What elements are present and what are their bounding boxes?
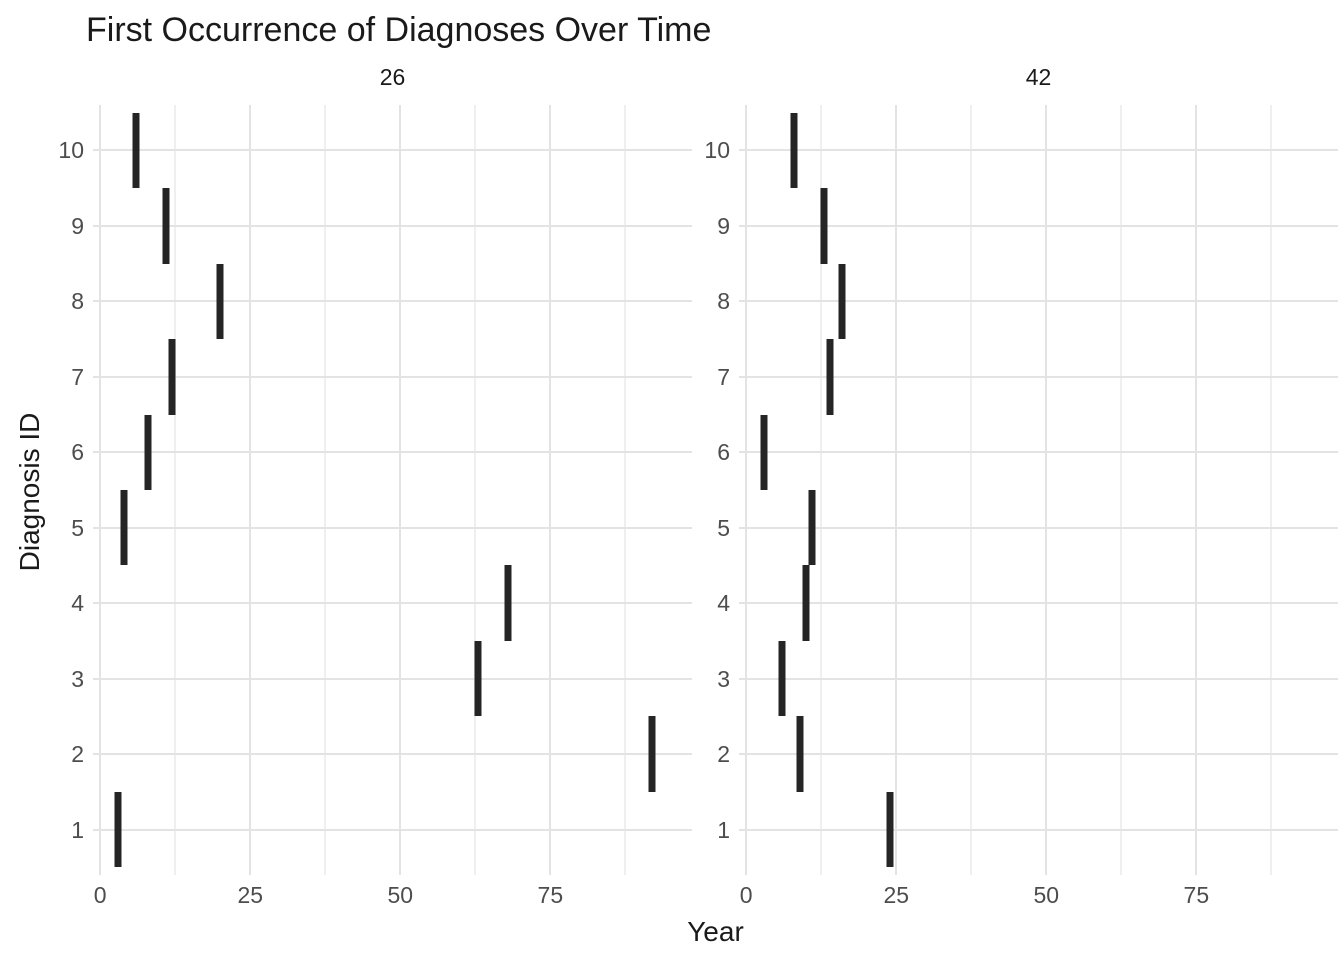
facet-panel bbox=[93, 105, 692, 875]
minor-gridline bbox=[174, 105, 177, 875]
minor-gridline bbox=[474, 105, 477, 875]
y-tick-label: 6 bbox=[71, 439, 84, 466]
x-tick-label: 0 bbox=[93, 882, 107, 908]
row-gridline bbox=[739, 149, 1338, 152]
row-gridline bbox=[739, 526, 1338, 529]
row-gridline bbox=[93, 753, 692, 756]
row-gridline bbox=[93, 602, 692, 605]
diagnosis-mark bbox=[504, 565, 512, 641]
facet-strip-label: 26 bbox=[379, 64, 406, 90]
diagnosis-mark bbox=[808, 490, 816, 566]
diagnosis-mark bbox=[168, 339, 176, 415]
facet-strip-label: 42 bbox=[1025, 64, 1052, 90]
row-gridline bbox=[93, 224, 692, 227]
diagnosis-mark bbox=[162, 188, 170, 264]
x-tick-label: 75 bbox=[537, 882, 564, 908]
y-tick-label: 2 bbox=[71, 741, 84, 768]
row-gridline bbox=[739, 375, 1338, 378]
diagnosis-mark bbox=[838, 263, 846, 339]
row-gridline bbox=[93, 149, 692, 152]
row-gridline bbox=[93, 375, 692, 378]
major-gridline bbox=[895, 105, 898, 875]
x-tick-label: 50 bbox=[1033, 882, 1060, 908]
diagnosis-mark bbox=[144, 414, 152, 490]
major-gridline bbox=[1195, 105, 1198, 875]
minor-gridline bbox=[624, 105, 627, 875]
diagnosis-mark bbox=[802, 565, 810, 641]
major-gridline bbox=[549, 105, 552, 875]
diagnosis-mark bbox=[132, 112, 140, 189]
x-tick-label: 0 bbox=[739, 882, 753, 908]
major-gridline bbox=[1045, 105, 1048, 875]
y-tick-label: 8 bbox=[71, 288, 84, 315]
minor-gridline bbox=[970, 105, 973, 875]
minor-gridline bbox=[1270, 105, 1273, 875]
y-tick-label: 10 bbox=[704, 137, 730, 164]
minor-gridline bbox=[1120, 105, 1123, 875]
diagnosis-mark bbox=[114, 791, 122, 868]
major-gridline bbox=[399, 105, 402, 875]
minor-gridline bbox=[324, 105, 327, 875]
y-tick-label: 8 bbox=[717, 288, 730, 315]
y-tick-label: 9 bbox=[71, 212, 84, 239]
x-tick-label: 25 bbox=[883, 882, 910, 908]
diagnosis-mark bbox=[778, 640, 786, 717]
chart-title: First Occurrence of Diagnoses Over Time bbox=[86, 11, 712, 49]
row-gridline bbox=[93, 828, 692, 831]
row-gridline bbox=[739, 224, 1338, 227]
diagnosis-mark bbox=[820, 188, 828, 264]
row-gridline bbox=[739, 677, 1338, 680]
y-axis-title: Diagnosis ID bbox=[14, 412, 45, 572]
diagnosis-mark bbox=[796, 716, 804, 792]
x-axis-title: Year bbox=[687, 916, 744, 947]
y-tick-label: 6 bbox=[717, 439, 730, 466]
row-gridline bbox=[93, 300, 692, 303]
diagnosis-mark bbox=[120, 490, 128, 566]
row-gridline bbox=[93, 451, 692, 454]
y-tick-label: 4 bbox=[71, 590, 84, 617]
x-tick-label: 50 bbox=[387, 882, 414, 908]
y-tick-label: 7 bbox=[717, 363, 730, 390]
x-tick-label: 25 bbox=[237, 882, 264, 908]
y-tick-label: 1 bbox=[717, 816, 730, 843]
row-gridline bbox=[739, 828, 1338, 831]
diagnosis-mark bbox=[826, 339, 834, 415]
diagnosis-mark bbox=[760, 414, 768, 490]
y-tick-label: 9 bbox=[717, 212, 730, 239]
y-tick-label: 7 bbox=[71, 363, 84, 390]
row-gridline bbox=[739, 602, 1338, 605]
y-tick-label: 5 bbox=[71, 514, 84, 541]
y-tick-label: 10 bbox=[58, 137, 84, 164]
y-tick-label: 3 bbox=[717, 665, 730, 692]
x-tick-label: 75 bbox=[1183, 882, 1210, 908]
diagnosis-mark bbox=[216, 263, 224, 339]
facet-panel bbox=[739, 105, 1338, 875]
y-tick-label: 3 bbox=[71, 665, 84, 692]
row-gridline bbox=[739, 753, 1338, 756]
y-tick-label: 1 bbox=[71, 816, 84, 843]
y-tick-label: 2 bbox=[717, 741, 730, 768]
minor-gridline bbox=[820, 105, 823, 875]
row-gridline bbox=[739, 300, 1338, 303]
diagnosis-mark bbox=[648, 716, 656, 792]
diagnosis-mark bbox=[790, 112, 798, 189]
diagnosis-mark bbox=[886, 791, 894, 868]
row-gridline bbox=[93, 677, 692, 680]
row-gridline bbox=[93, 526, 692, 529]
major-gridline bbox=[745, 105, 748, 875]
diagnosis-mark bbox=[474, 640, 482, 717]
y-tick-label: 5 bbox=[717, 514, 730, 541]
row-gridline bbox=[739, 451, 1338, 454]
major-gridline bbox=[249, 105, 252, 875]
major-gridline bbox=[99, 105, 102, 875]
y-tick-label: 4 bbox=[717, 590, 730, 617]
